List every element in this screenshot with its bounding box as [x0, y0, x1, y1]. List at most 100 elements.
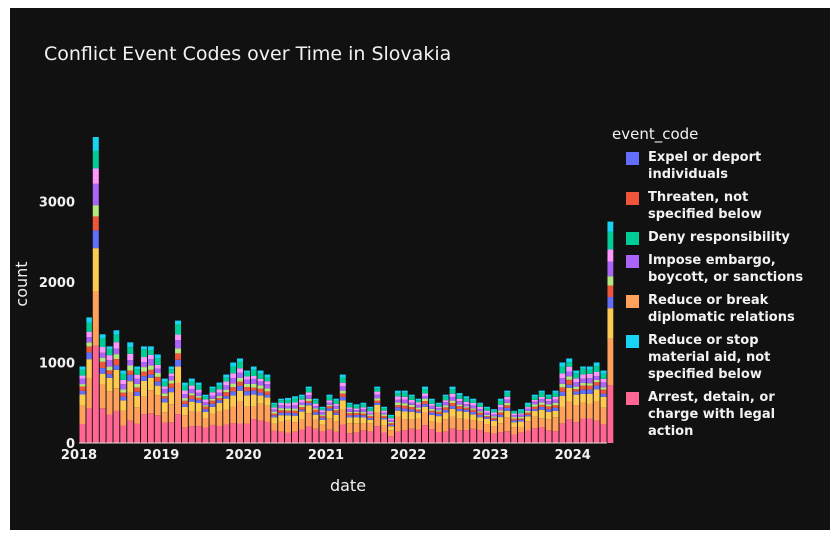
bar-segment [285, 432, 292, 443]
bar-segment [134, 374, 141, 379]
bar-segment [524, 404, 531, 408]
bar-segment [209, 392, 216, 396]
bar-segment [113, 342, 120, 349]
y-tick-labels: 0 1000 2000 3000 [39, 195, 75, 452]
bar-segment [360, 402, 367, 405]
bar-segment [559, 366, 566, 374]
bar-segment [511, 417, 518, 419]
bar-segment [230, 383, 237, 388]
x-tick-label: 2023 [472, 448, 508, 463]
bar-segment [600, 382, 607, 388]
bar-segment [161, 388, 168, 394]
bar-segment [312, 406, 319, 409]
bar-segment [367, 406, 374, 409]
bar-segment [573, 422, 580, 443]
bar-segment [484, 417, 491, 419]
bar-segment [292, 431, 299, 443]
bar-segment [401, 411, 408, 420]
bar-segment [230, 395, 237, 407]
bar-segment [607, 261, 614, 277]
bar-segment [244, 376, 251, 380]
bar-segment [250, 366, 257, 370]
bar-segment [573, 382, 580, 387]
bar-segment [257, 392, 264, 396]
legend-item[interactable]: Threaten, not specified below [612, 189, 822, 223]
bar-segment [134, 378, 141, 384]
legend-item[interactable]: Reduce or stop material aid, not specifi… [612, 332, 822, 383]
bar-segment [367, 414, 374, 416]
bar-segment [442, 396, 449, 401]
bar-segment [428, 405, 435, 409]
bar-segment [175, 359, 182, 367]
bar-segment [353, 408, 360, 411]
bar-segment [271, 417, 278, 424]
bar-segment [580, 393, 586, 403]
bar-segment [346, 404, 353, 408]
bar-segment [559, 423, 566, 443]
bar-segment [244, 387, 251, 392]
bar-segment [319, 410, 326, 413]
bar-segment [209, 400, 216, 404]
bar-segment [79, 405, 86, 424]
legend-item[interactable]: Deny responsibility [612, 229, 822, 246]
bar-segment [79, 386, 86, 391]
bar-segment [106, 370, 113, 375]
legend-item[interactable]: Reduce or break diplomatic relations [612, 292, 822, 326]
bar-segment [360, 407, 367, 410]
bar-segment [538, 399, 545, 403]
bar-segment [401, 396, 408, 400]
bar-segment [360, 417, 367, 424]
bar-segment [435, 406, 442, 409]
bar-segment [195, 389, 202, 393]
bar-segment [388, 423, 395, 425]
bar-segment [161, 412, 168, 423]
bar-segment [106, 414, 113, 443]
bar-segment [188, 426, 195, 443]
bar-segment [134, 383, 141, 388]
bar-segment [188, 385, 195, 389]
bar-segment [168, 387, 175, 393]
bar-segment [175, 324, 182, 335]
bar-segment [449, 389, 456, 394]
bar-segment [305, 413, 312, 427]
bar-segment [497, 432, 504, 443]
bar-segment [470, 420, 477, 429]
legend-item[interactable]: Arrest, detain, or charge with legal act… [612, 389, 822, 440]
bar-segment [264, 377, 271, 382]
bar-segment [449, 400, 456, 403]
bar-segment [92, 248, 99, 292]
bar-segment [470, 408, 477, 410]
bar-segment [319, 412, 326, 415]
bar-segment [524, 408, 531, 411]
bar-segment [305, 388, 312, 393]
bar-segment [408, 399, 415, 403]
legend-label: Deny responsibility [648, 230, 790, 245]
bar-segment [518, 418, 525, 420]
bars-layer [79, 137, 614, 443]
legend-item[interactable]: Expel or deport individuals [612, 149, 822, 183]
bar-segment [113, 365, 120, 370]
bar-segment [326, 402, 333, 405]
bar-segment [504, 390, 511, 393]
bar-segment [353, 417, 360, 424]
bar-segment [566, 387, 573, 402]
legend-item[interactable]: Impose embargo, boycott, or sanctions [612, 252, 822, 286]
bar-segment [168, 404, 175, 423]
bar-segment [456, 401, 463, 405]
legend-label: Reduce or stop material aid, not specifi… [648, 333, 771, 382]
bar-segment [147, 369, 154, 375]
bar-segment [566, 384, 573, 388]
bar-segment [470, 414, 477, 421]
bar-segment [497, 398, 504, 401]
bar-segment [415, 418, 422, 430]
bar-segment [435, 402, 442, 405]
bar-segment [120, 425, 127, 443]
bar-segment [477, 409, 484, 412]
bar-segment [477, 412, 484, 415]
bar-segment [524, 414, 531, 417]
bar-segment [182, 406, 188, 416]
bar-segment [182, 394, 188, 399]
bar-segment [326, 406, 333, 409]
bar-segment [408, 407, 415, 410]
bar-segment [401, 390, 408, 393]
